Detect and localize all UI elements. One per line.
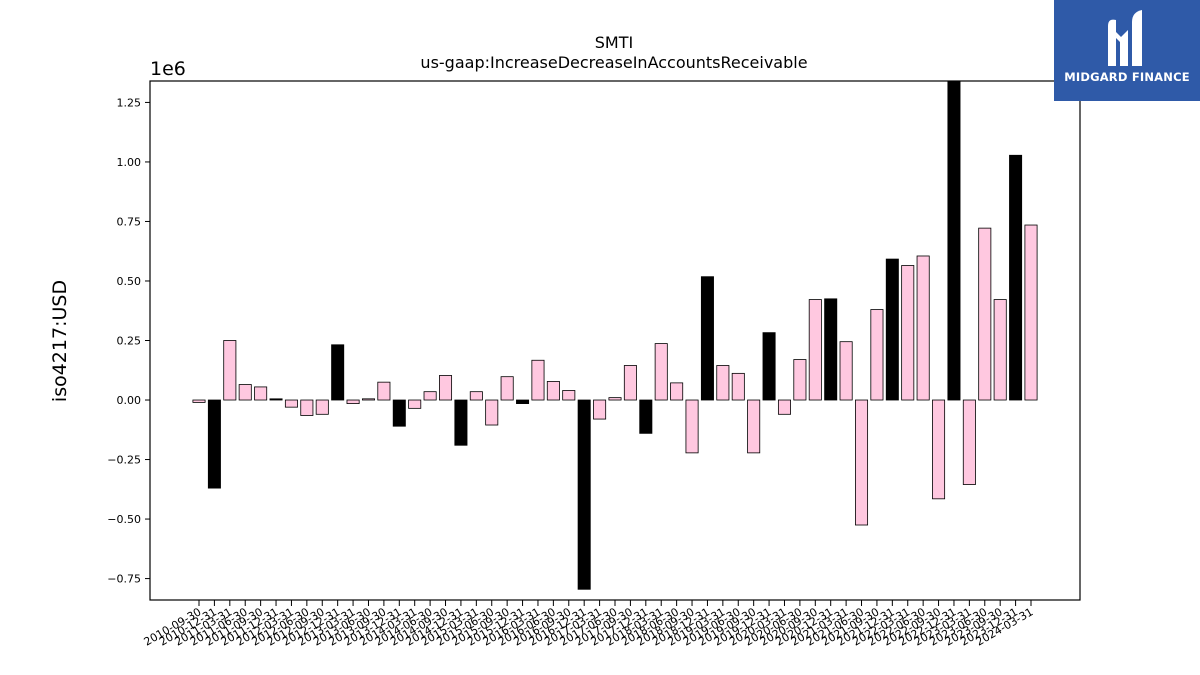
y-tick-label: −0.50: [107, 513, 141, 526]
y-offset-label: 1e6: [150, 58, 186, 80]
y-axis-label: iso4217:USD: [49, 280, 71, 402]
bar-2022-12-31: [947, 80, 961, 401]
bar-2014-06-30: [423, 391, 437, 401]
bar-2016-06-30: [546, 381, 560, 401]
y-tick-label: 0.25: [117, 335, 142, 348]
bar-2023-06-30: [978, 227, 992, 401]
bar-2018-03-31: [654, 343, 668, 401]
chart-subtitle: us-gaap:IncreaseDecreaseInAccountsReceiv…: [420, 53, 807, 72]
y-axis: 1.25 1.00 0.75 0.50 0.25 0.00 −0.25 −0.50 −0.75: [107, 96, 150, 586]
bar-2021-12-31: [885, 258, 899, 401]
bar-2023-03-31: [962, 399, 976, 485]
bar-2018-09-30: [685, 399, 699, 454]
y-tick-label: 0.75: [117, 215, 142, 228]
bar-2017-03-31: [593, 399, 607, 420]
logo-text: MIDGARD FINANCE: [1064, 70, 1190, 84]
chart-title: SMTI: [595, 33, 633, 52]
y-tick-label: 0.00: [117, 394, 142, 407]
bar-2020-03-31: [777, 399, 791, 415]
bar-2011-09-30: [254, 386, 268, 401]
bar-2014-03-31: [408, 399, 422, 409]
bars: [192, 80, 1038, 590]
bar-2013-06-30: [361, 398, 375, 401]
bar-2013-12-31: [392, 399, 406, 427]
y-tick-label: 1.00: [117, 156, 142, 169]
bar-2017-09-30: [623, 365, 637, 401]
bar-2015-12-31: [516, 399, 530, 404]
bar-2019-09-30: [747, 399, 761, 454]
bar-2022-06-30: [916, 255, 930, 401]
midgard-logo-icon: [1108, 10, 1142, 67]
bar-2012-12-31: [331, 344, 345, 401]
bar-2015-09-30: [500, 376, 514, 401]
y-tick-label: 1.25: [117, 96, 142, 109]
bar-2021-03-31: [839, 341, 853, 401]
bar-2018-12-31: [700, 276, 714, 401]
bar-2013-09-30: [377, 381, 391, 401]
plot-frame: [149, 80, 1081, 601]
bar-2016-09-30: [562, 390, 576, 401]
bar-2012-09-30: [315, 399, 329, 415]
bar-2019-06-30: [731, 372, 745, 401]
bar-2016-12-31: [577, 399, 591, 590]
bar-2022-03-31: [901, 265, 915, 401]
bar-2018-06-30: [670, 382, 684, 401]
bar-2022-09-30: [932, 399, 946, 500]
bar-2014-12-31: [454, 399, 468, 446]
bar-2014-09-30: [439, 375, 453, 401]
bar-2011-03-31: [223, 340, 237, 401]
bar-2015-06-30: [485, 399, 499, 426]
bar-2024-03-31: [1024, 224, 1038, 401]
bar-2010-12-31: [207, 399, 221, 489]
bar-2023-12-31: [1009, 154, 1023, 401]
bar-2019-03-31: [716, 365, 730, 401]
bar-2010-09-30: [192, 399, 206, 403]
y-tick-label: −0.75: [107, 573, 141, 586]
bar-2015-03-31: [469, 391, 483, 401]
x-axis: 2010-09-302010-12-312011-03-312011-06-30…: [142, 600, 1036, 649]
bar-2011-12-31: [269, 398, 283, 401]
bar-2017-06-30: [608, 397, 622, 401]
bar-2021-09-30: [870, 309, 884, 401]
y-tick-label: 0.50: [117, 275, 142, 288]
bar-2020-06-30: [793, 359, 807, 401]
bar-2019-12-31: [762, 332, 776, 401]
bar-2021-06-30: [855, 399, 869, 526]
bar-2011-06-30: [238, 384, 252, 401]
bar-2013-03-31: [346, 399, 360, 404]
bar-2012-03-31: [284, 399, 298, 408]
bar-2020-09-30: [808, 299, 822, 401]
midgard-finance-logo: MIDGARD FINANCE: [1054, 0, 1200, 101]
bar-2017-12-31: [639, 399, 653, 434]
bar-2023-09-30: [993, 299, 1007, 401]
bar-2016-03-31: [531, 359, 545, 401]
bar-2020-12-31: [824, 298, 838, 401]
bar-2012-06-30: [300, 399, 314, 416]
y-tick-label: −0.25: [107, 454, 141, 467]
